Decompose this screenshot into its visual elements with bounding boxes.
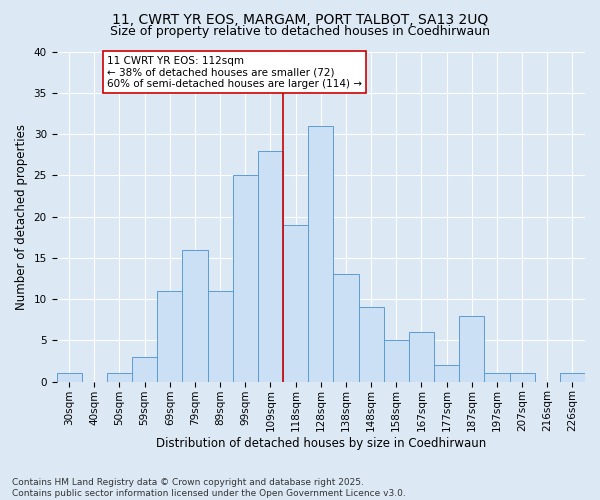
Bar [484,374,509,382]
Bar [233,176,258,382]
Bar [409,332,434,382]
Bar [107,374,132,382]
Text: Size of property relative to detached houses in Coedhirwaun: Size of property relative to detached ho… [110,25,490,38]
Bar [383,340,409,382]
Bar [434,365,459,382]
Bar [208,291,233,382]
Bar [459,316,484,382]
Bar [334,274,359,382]
Bar [56,374,82,382]
X-axis label: Distribution of detached houses by size in Coedhirwaun: Distribution of detached houses by size … [155,437,486,450]
Bar [509,374,535,382]
Text: 11, CWRT YR EOS, MARGAM, PORT TALBOT, SA13 2UQ: 11, CWRT YR EOS, MARGAM, PORT TALBOT, SA… [112,12,488,26]
Bar [258,150,283,382]
Y-axis label: Number of detached properties: Number of detached properties [15,124,28,310]
Bar [132,357,157,382]
Bar [182,250,208,382]
Bar [308,126,334,382]
Bar [359,308,383,382]
Text: Contains HM Land Registry data © Crown copyright and database right 2025.
Contai: Contains HM Land Registry data © Crown c… [12,478,406,498]
Bar [560,374,585,382]
Text: 11 CWRT YR EOS: 112sqm
← 38% of detached houses are smaller (72)
60% of semi-det: 11 CWRT YR EOS: 112sqm ← 38% of detached… [107,56,362,89]
Bar [157,291,182,382]
Bar [283,225,308,382]
